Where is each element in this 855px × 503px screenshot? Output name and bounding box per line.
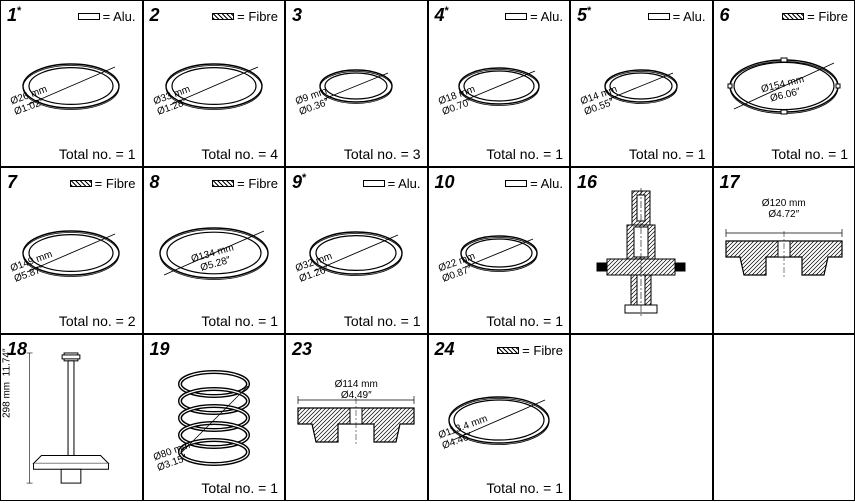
- part-number: 6: [720, 5, 730, 26]
- material-text: = Fibre: [237, 176, 278, 191]
- part-number: 19: [150, 339, 170, 360]
- part-drawing: [286, 196, 427, 309]
- total-count: Total no. = 1: [201, 480, 278, 496]
- material-text: = Fibre: [95, 176, 136, 191]
- part-cell-5: 5*= Alu. Ø14 mmØ0.55″Total no. = 1: [570, 0, 713, 167]
- material-swatch: [70, 180, 92, 187]
- part-cell-16: 16: [570, 167, 713, 334]
- material-swatch: [505, 180, 527, 187]
- part-cell-10: 10= Alu. Ø22 mmØ0.87″Total no. = 1: [428, 167, 571, 334]
- part-drawing: [429, 196, 570, 309]
- total-count: Total no. = 1: [486, 313, 563, 329]
- part-number: 5*: [577, 5, 591, 26]
- part-drawing: [1, 196, 142, 309]
- total-count: Total no. = 1: [629, 146, 706, 162]
- material-text: = Fibre: [237, 9, 278, 24]
- material-text: = Alu.: [530, 176, 563, 191]
- part-cell-19: 19 Ø80 mmØ3.15″Total no. = 1: [143, 334, 286, 501]
- total-count: Total no. = 1: [59, 146, 136, 162]
- material-swatch: [782, 13, 804, 20]
- part-drawing: [1, 363, 142, 476]
- part-cell-6: 6= Fibre Ø154 mmØ6.06″Total no. = 1: [713, 0, 855, 167]
- material-swatch: [212, 180, 234, 187]
- material-label: = Fibre: [497, 343, 563, 358]
- part-cell-1: 1*= Alu. Ø26 mmØ1.02″Total no. = 1: [0, 0, 143, 167]
- material-swatch: [505, 13, 527, 20]
- part-number: 4*: [435, 5, 449, 26]
- dimension-label: Ø114 mmØ4.49″: [286, 379, 427, 401]
- material-swatch: [212, 13, 234, 20]
- material-swatch: [497, 347, 519, 354]
- material-text: = Alu.: [388, 176, 421, 191]
- part-drawing: [571, 196, 712, 309]
- material-label: = Fibre: [782, 9, 848, 24]
- material-text: = Fibre: [522, 343, 563, 358]
- material-label: = Alu.: [363, 176, 421, 191]
- material-label: = Alu.: [505, 9, 563, 24]
- total-count: Total no. = 1: [486, 480, 563, 496]
- part-cell-2: 2= Fibre Ø33 mmØ1.28″Total no. = 4: [143, 0, 286, 167]
- part-cell-8: 8= Fibre Ø134 mmØ5.28″Total no. = 1: [143, 167, 286, 334]
- material-label: = Fibre: [212, 176, 278, 191]
- part-drawing: [144, 29, 285, 142]
- part-number: 23: [292, 339, 312, 360]
- part-number: 8: [150, 172, 160, 193]
- material-swatch: [78, 13, 100, 20]
- total-count: Total no. = 1: [201, 313, 278, 329]
- material-label: = Fibre: [70, 176, 136, 191]
- material-label: = Alu.: [78, 9, 136, 24]
- part-cell-7: 7= Fibre Ø149 mmØ5.87″Total no. = 2: [0, 167, 143, 334]
- total-count: Total no. = 4: [201, 146, 278, 162]
- material-swatch: [363, 180, 385, 187]
- part-drawing: [286, 29, 427, 142]
- part-number: 1*: [7, 5, 21, 26]
- part-cell-4: 4*= Alu. Ø18 mmØ0.70″Total no. = 1: [428, 0, 571, 167]
- material-swatch: [648, 13, 670, 20]
- part-drawing: [429, 29, 570, 142]
- material-text: = Alu.: [103, 9, 136, 24]
- part-number: 9*: [292, 172, 306, 193]
- material-text: = Alu.: [673, 9, 706, 24]
- part-number: 17: [720, 172, 740, 193]
- part-drawing: [429, 363, 570, 476]
- part-number: 10: [435, 172, 455, 193]
- part-number: 7: [7, 172, 17, 193]
- total-count: Total no. = 1: [486, 146, 563, 162]
- part-cell-23: 23 Ø114 mmØ4.49″: [285, 334, 428, 501]
- total-count: Total no. = 1: [344, 313, 421, 329]
- material-label: = Alu.: [505, 176, 563, 191]
- total-count: Total no. = 2: [59, 313, 136, 329]
- part-number: 2: [150, 5, 160, 26]
- dimension-label: Ø120 mmØ4.72″: [714, 198, 855, 220]
- material-label: = Fibre: [212, 9, 278, 24]
- part-cell-9: 9*= Alu. Ø32 mmØ1.26″Total no. = 1: [285, 167, 428, 334]
- material-text: = Fibre: [807, 9, 848, 24]
- part-number: 24: [435, 339, 455, 360]
- part-drawing: [571, 29, 712, 142]
- part-drawing: [1, 29, 142, 142]
- dimension-label: 298 mm 11.74″: [2, 348, 13, 418]
- total-count: Total no. = 1: [771, 146, 848, 162]
- part-cell-24: 24= Fibre Ø113.4 mmØ4.46″Total no. = 1: [428, 334, 571, 501]
- material-label: = Alu.: [648, 9, 706, 24]
- material-text: = Alu.: [530, 9, 563, 24]
- total-count: Total no. = 3: [344, 146, 421, 162]
- part-cell-17: 17 Ø120 mmØ4.72″: [713, 167, 855, 334]
- part-cell-3: 3 Ø9 mmØ0.36″Total no. = 3: [285, 0, 428, 167]
- part-number: 3: [292, 5, 302, 26]
- part-cell-18: 18 298 mm 11.74″: [0, 334, 143, 501]
